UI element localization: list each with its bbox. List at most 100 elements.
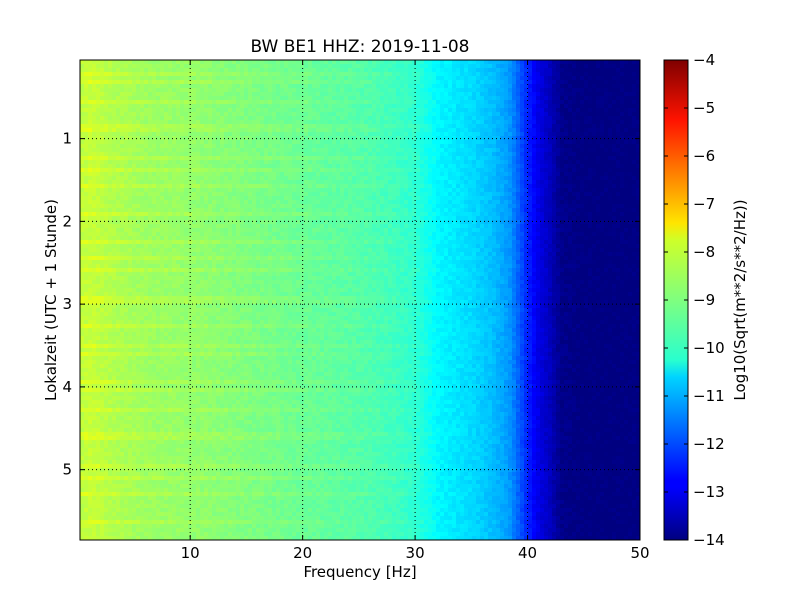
spectrogram-cell bbox=[88, 76, 93, 81]
spectrogram-cell bbox=[488, 188, 493, 193]
spectrogram-cell bbox=[240, 112, 245, 117]
spectrogram-cell bbox=[508, 132, 513, 137]
spectrogram-cell bbox=[164, 64, 169, 69]
spectrogram-cell bbox=[80, 160, 85, 165]
spectrogram-cell bbox=[500, 132, 505, 137]
spectrogram-cell bbox=[172, 124, 177, 129]
spectrogram-cell bbox=[240, 188, 245, 193]
spectrogram-cell bbox=[296, 192, 301, 197]
spectrogram-cell bbox=[220, 140, 225, 145]
spectrogram-cell bbox=[456, 160, 461, 165]
spectrogram-cell bbox=[84, 88, 89, 93]
spectrogram-cell bbox=[496, 84, 501, 89]
spectrogram-cell bbox=[100, 168, 105, 173]
spectrogram-cell bbox=[544, 120, 549, 125]
spectrogram-cell bbox=[440, 196, 445, 201]
spectrogram-cell bbox=[120, 180, 125, 185]
spectrogram-cell bbox=[184, 96, 189, 101]
spectrogram-cell bbox=[492, 164, 497, 169]
spectrogram-cell bbox=[528, 152, 533, 157]
spectrogram-cell bbox=[256, 172, 261, 177]
spectrogram-cell bbox=[472, 196, 477, 201]
spectrogram-cell bbox=[140, 184, 145, 189]
spectrogram-cell bbox=[396, 96, 401, 101]
spectrogram-cell bbox=[328, 108, 333, 113]
spectrogram-cell bbox=[116, 196, 121, 201]
spectrogram-cell bbox=[204, 192, 209, 197]
spectrogram-cell bbox=[132, 76, 137, 81]
spectrogram-cell bbox=[196, 164, 201, 169]
spectrogram-cell bbox=[124, 108, 129, 113]
spectrogram-cell bbox=[240, 156, 245, 161]
spectrogram-cell bbox=[608, 196, 613, 201]
spectrogram-cell bbox=[152, 112, 157, 117]
spectrogram-cell bbox=[376, 124, 381, 129]
spectrogram-cell bbox=[216, 108, 221, 113]
spectrogram-cell bbox=[324, 76, 329, 81]
spectrogram-cell bbox=[372, 120, 377, 125]
spectrogram-cell bbox=[180, 136, 185, 141]
spectrogram-cell bbox=[268, 200, 273, 205]
spectrogram-cell bbox=[292, 184, 297, 189]
spectrogram-cell bbox=[516, 80, 521, 85]
spectrogram-cell bbox=[496, 180, 501, 185]
spectrogram-cell bbox=[256, 60, 261, 65]
spectrogram-cell bbox=[412, 172, 417, 177]
spectrogram-cell bbox=[84, 180, 89, 185]
spectrogram-cell bbox=[576, 76, 581, 81]
spectrogram-cell bbox=[288, 160, 293, 165]
spectrogram-cell bbox=[328, 152, 333, 157]
spectrogram-cell bbox=[408, 184, 413, 189]
spectrogram-cell bbox=[360, 152, 365, 157]
spectrogram-cell bbox=[556, 160, 561, 165]
spectrogram-cell bbox=[88, 112, 93, 117]
spectrogram-cell bbox=[192, 84, 197, 89]
spectrogram-cell bbox=[168, 156, 173, 161]
spectrogram-cell bbox=[432, 132, 437, 137]
spectrogram-cell bbox=[316, 124, 321, 129]
spectrogram-cell bbox=[220, 80, 225, 85]
spectrogram-cell bbox=[552, 128, 557, 133]
spectrogram-cell bbox=[120, 128, 125, 133]
spectrogram-cell bbox=[172, 140, 177, 145]
spectrogram-cell bbox=[272, 200, 277, 205]
spectrogram-cell bbox=[124, 104, 129, 109]
spectrogram-cell bbox=[516, 96, 521, 101]
spectrogram-cell bbox=[460, 168, 465, 173]
spectrogram-cell bbox=[548, 168, 553, 173]
spectrogram-cell bbox=[500, 140, 505, 145]
spectrogram-cell bbox=[272, 148, 277, 153]
spectrogram-cell bbox=[308, 144, 313, 149]
spectrogram-cell bbox=[384, 80, 389, 85]
spectrogram-cell bbox=[244, 168, 249, 173]
spectrogram-cell bbox=[424, 84, 429, 89]
spectrogram-cell bbox=[584, 100, 589, 105]
spectrogram-cell bbox=[264, 180, 269, 185]
spectrogram-cell bbox=[332, 156, 337, 161]
spectrogram-cell bbox=[604, 112, 609, 117]
spectrogram-cell bbox=[616, 152, 621, 157]
spectrogram-cell bbox=[612, 172, 617, 177]
spectrogram-cell bbox=[596, 128, 601, 133]
spectrogram-cell bbox=[440, 120, 445, 125]
spectrogram-cell bbox=[352, 172, 357, 177]
spectrogram-cell bbox=[228, 184, 233, 189]
spectrogram-cell bbox=[544, 100, 549, 105]
spectrogram-cell bbox=[452, 128, 457, 133]
spectrogram-cell bbox=[512, 76, 517, 81]
spectrogram-cell bbox=[368, 176, 373, 181]
spectrogram-cell bbox=[200, 124, 205, 129]
spectrogram-cell bbox=[96, 104, 101, 109]
spectrogram-cell bbox=[348, 156, 353, 161]
spectrogram-cell bbox=[300, 172, 305, 177]
spectrogram-cell bbox=[400, 200, 405, 205]
spectrogram-cell bbox=[396, 92, 401, 97]
spectrogram-cell bbox=[180, 144, 185, 149]
spectrogram-cell bbox=[260, 128, 265, 133]
spectrogram-cell bbox=[160, 64, 165, 69]
spectrogram-cell bbox=[500, 116, 505, 121]
spectrogram-cell bbox=[340, 68, 345, 73]
spectrogram-cell bbox=[312, 112, 317, 117]
spectrogram-cell bbox=[420, 112, 425, 117]
spectrogram-cell bbox=[388, 132, 393, 137]
